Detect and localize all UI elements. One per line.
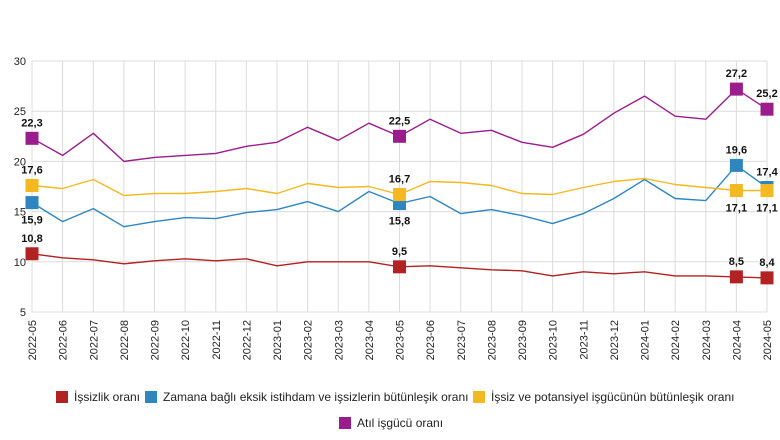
marker-zamana [729,158,743,172]
marker-zamana [25,196,39,210]
data-label-zamana: 19,6 [726,144,747,156]
x-tick-label: 2024-04 [731,320,743,360]
marker-issizlik [25,247,39,261]
data-label-atil: 25,2 [756,88,777,100]
x-tick-label: 2023-03 [333,320,345,360]
x-tick-label: 2024-01 [640,320,652,360]
x-tick-label: 2023-09 [517,320,529,360]
x-tick-label: 2023-11 [578,320,590,360]
data-label-issizlik: 9,5 [392,246,407,258]
y-tick-label: 30 [14,56,26,68]
legend-label-zamana: Zamana bağlı eksik istihdam ve işsizleri… [163,390,468,404]
x-tick-label: 2024-05 [762,320,774,360]
data-label-zamana: 17,4 [756,167,778,179]
x-tick-label: 2023-08 [486,320,498,360]
x-tick-label: 2023-10 [548,320,560,360]
y-tick-label: 15 [14,207,26,219]
x-tick-label: 2022-07 [88,320,100,360]
data-label-issiz_potansiyel: 17,1 [756,203,777,215]
x-tick-label: 2023-12 [609,320,621,360]
marker-issiz_potansiyel [729,184,743,198]
x-tick-label: 2024-02 [670,320,682,360]
marker-issiz_potansiyel [760,184,774,198]
x-tick-label: 2023-04 [364,320,376,360]
x-tick-label: 2022-12 [241,320,253,360]
data-label-atil: 22,5 [389,115,410,127]
marker-issiz_potansiyel [25,178,39,192]
marker-issizlik [393,260,406,274]
x-tick-label: 2022-09 [150,320,162,360]
legend-label-atil: Atıl işgücü oranı [357,416,443,430]
axes: 5 10 15 20 25 30 2022-05 2022-06 2022-07 2022-08 2… [14,56,774,360]
data-label-atil: 22,3 [21,117,42,129]
y-tick-label: 20 [14,156,26,168]
x-tick-label: 2023-02 [303,320,315,360]
x-tick-label: 2023-05 [395,320,407,360]
marker-atil [760,102,774,116]
x-tick-label: 2022-06 [58,320,70,360]
marker-issizlik [729,270,743,284]
x-tick-label: 2024-03 [701,320,713,360]
legend-swatch-issiz_potansiyel [473,391,485,403]
y-tick-label: 10 [14,257,26,269]
data-labels: 10,8 9,5 8,5 8,4 15,9 15,8 19,6 17,4 17,6 16,7 17,… [21,68,778,269]
data-label-zamana: 15,8 [389,216,410,228]
data-label-zamana: 15,9 [21,215,42,227]
series-markers [25,82,774,285]
x-tick-label: 2022-08 [119,320,131,360]
marker-atil [25,131,39,145]
legend-label-issiz_potansiyel: İşsiz ve potansiyel işgücünün bütünleşik… [491,390,734,404]
marker-atil [729,82,743,96]
x-tick-label: 2023-06 [425,320,437,360]
data-label-issizlik: 8,4 [759,257,775,269]
x-tick-label: 2023-07 [456,320,468,360]
data-label-issiz_potansiyel: 16,7 [389,174,410,186]
marker-issiz_potansiyel [393,188,406,202]
data-label-issizlik: 8,5 [729,256,744,268]
legend-swatch-atil [339,417,351,429]
legend-label-issizlik: İşsizlik oranı [74,390,140,404]
data-label-issizlik: 10,8 [21,233,42,245]
marker-issizlik [760,271,774,285]
legend-swatch-issizlik [56,391,68,403]
marker-atil [393,129,406,143]
x-tick-label: 2022-05 [27,320,39,360]
data-label-issiz_potansiyel: 17,6 [21,164,42,176]
data-label-issiz_potansiyel: 17,1 [726,203,747,215]
x-tick-label: 2022-11 [211,320,223,360]
y-tick-label: 5 [20,307,26,319]
x-tick-label: 2022-10 [180,320,192,360]
data-label-atil: 27,2 [726,68,747,80]
legend: İşsizlik oranı Zamana bağlı eksik istihda… [56,390,734,430]
legend-swatch-zamana [145,391,157,403]
x-tick-label: 2023-01 [272,320,284,360]
y-tick-label: 25 [14,106,26,118]
